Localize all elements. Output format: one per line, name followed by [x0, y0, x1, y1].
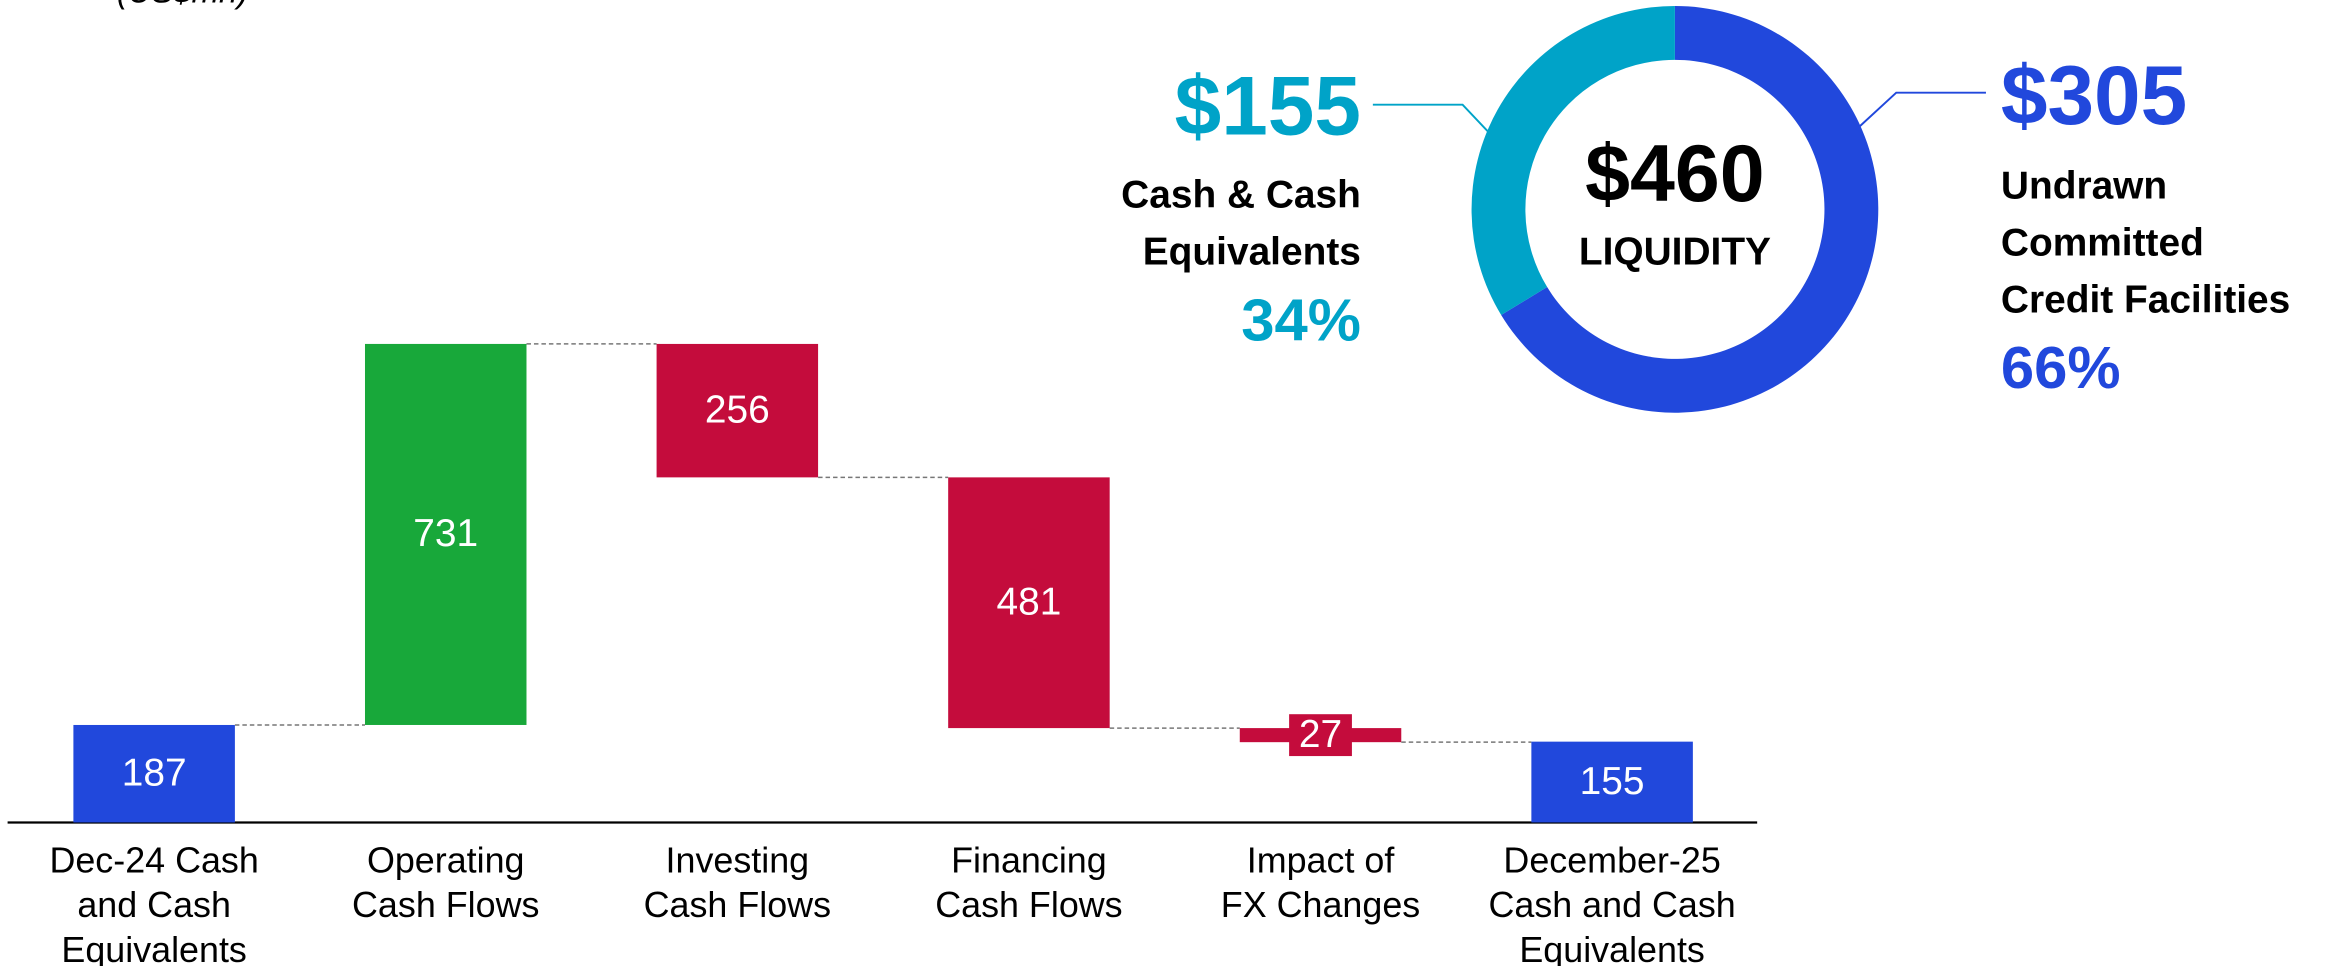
- value-label: 155: [1580, 760, 1645, 803]
- legend-label: Cash & Cash: [1121, 174, 1361, 217]
- bar: [364, 343, 527, 725]
- subtitle: (US$mn): [117, 0, 249, 10]
- x-tick-label: Operating: [367, 840, 525, 880]
- bar: [656, 343, 819, 478]
- leader-line: [1372, 103, 1489, 133]
- x-tick-label: Dec-24 Cash: [49, 840, 258, 880]
- value-label-box: [1289, 714, 1352, 757]
- x-tick-label: Cash Flows: [935, 885, 1122, 925]
- donut-slice: [1471, 5, 1675, 316]
- x-tick-label: Cash Flows: [352, 885, 539, 925]
- value-label: 731: [413, 512, 478, 555]
- value-label: 256: [705, 388, 770, 431]
- center-label: LIQUIDITY: [1579, 230, 1771, 273]
- legend-label: Undrawn: [2001, 165, 2167, 208]
- x-tick-label: Cash and Cash: [1488, 885, 1735, 925]
- value-label: 187: [122, 751, 187, 794]
- value-label: 481: [997, 580, 1062, 623]
- x-tick-label: Financing: [951, 840, 1107, 880]
- bar: [948, 477, 1110, 729]
- value-label: $155: [1175, 58, 1361, 152]
- legend-label: Equivalents: [1143, 230, 1361, 273]
- leader-line: [1858, 91, 1986, 128]
- x-tick-label: December-25: [1503, 840, 1720, 880]
- x-tick-label: Equivalents: [1519, 930, 1704, 966]
- bar: [73, 724, 235, 823]
- x-tick-label: Equivalents: [61, 930, 246, 966]
- value-label: $305: [2001, 48, 2187, 142]
- x-tick-label: and Cash: [77, 885, 231, 925]
- x-tick-label: Cash Flows: [644, 885, 831, 925]
- x-tick-label: Investing: [666, 840, 810, 880]
- legend-label: Credit Facilities: [2001, 278, 2290, 321]
- center-value: $460: [1585, 129, 1765, 219]
- bar: [1531, 741, 1693, 823]
- value-label: 27: [1299, 713, 1342, 756]
- share-label: 66%: [2001, 334, 2121, 401]
- x-tick-label: FX Changes: [1221, 885, 1420, 925]
- x-tick-label: Impact of: [1247, 840, 1396, 880]
- share-label: 34%: [1241, 286, 1361, 353]
- legend-label: Committed: [2001, 222, 2204, 265]
